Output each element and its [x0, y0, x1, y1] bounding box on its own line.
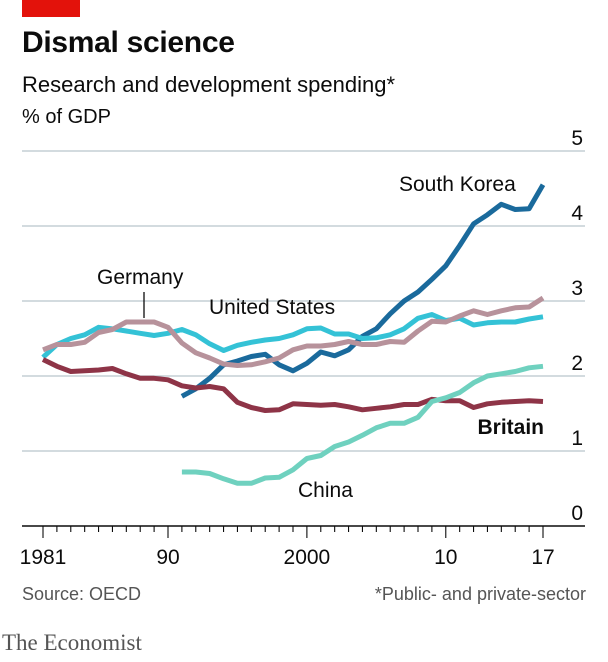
- y-tick-label: 0: [571, 502, 583, 525]
- x-tick-label: 17: [531, 546, 554, 569]
- y-tick-label: 5: [571, 127, 583, 150]
- label-germany: Germany: [97, 266, 184, 289]
- brand-red-tag: [22, 0, 80, 17]
- label-britain: Britain: [477, 416, 544, 439]
- series-line-germany: [42, 295, 545, 368]
- y-axis-unit: % of GDP: [22, 106, 111, 128]
- series-line-china: [181, 363, 544, 486]
- y-tick-labels: 0 1 2 3 4 5: [571, 127, 583, 525]
- label-china: China: [298, 479, 353, 502]
- series-line-britain: [41, 357, 544, 413]
- chart-title: Dismal science: [22, 26, 235, 59]
- footnote: *Public- and private-sector: [374, 584, 586, 604]
- series-labels: South Korea United States Germany Britai…: [97, 173, 544, 502]
- label-united-states: United States: [209, 296, 335, 319]
- chart-subtitle: Research and development spending*: [22, 72, 396, 97]
- y-tick-label: 3: [571, 277, 583, 300]
- label-south-korea: South Korea: [399, 173, 516, 196]
- x-tick-label: 2000: [284, 546, 331, 569]
- x-tick-label: 10: [434, 546, 457, 569]
- source-note: Source: OECD: [22, 584, 142, 604]
- series-lines: [41, 183, 546, 486]
- x-tick-label: 1981: [20, 546, 67, 569]
- x-tick-label: 90: [156, 546, 179, 569]
- x-axis: 1981 90 2000 10 17: [20, 525, 585, 569]
- brand-logo: The Economist: [2, 630, 142, 655]
- y-tick-label: 2: [571, 352, 583, 375]
- y-tick-label: 4: [571, 202, 583, 225]
- y-tick-label: 1: [571, 427, 583, 450]
